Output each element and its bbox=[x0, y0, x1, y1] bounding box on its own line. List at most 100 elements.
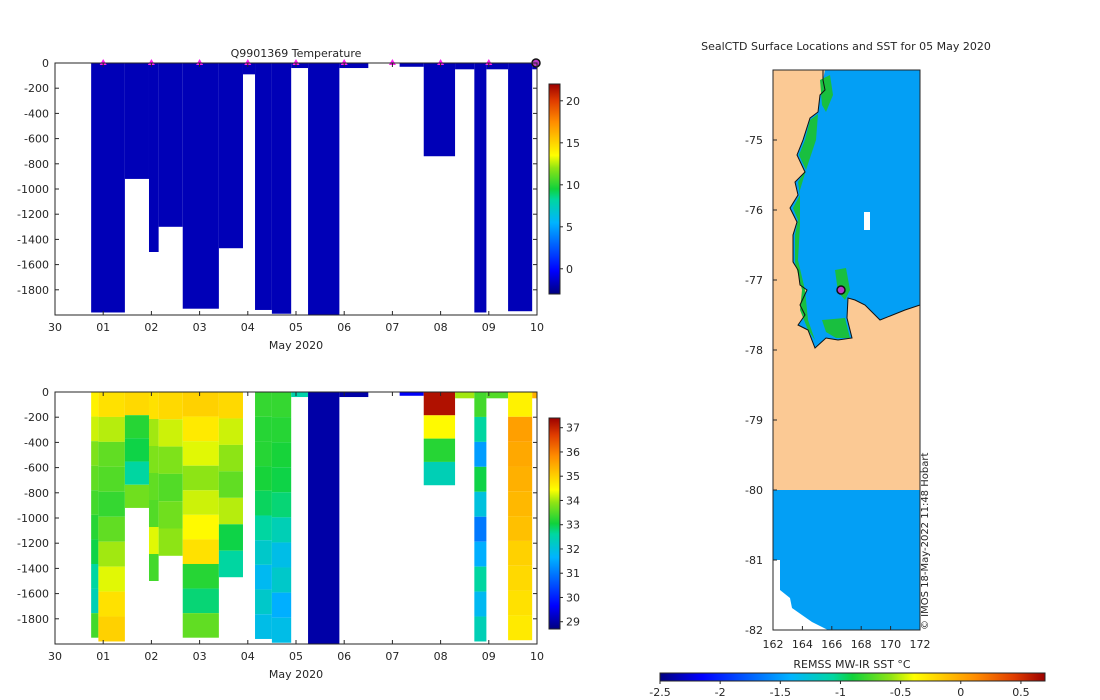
map-y-tick-label: -76 bbox=[745, 204, 763, 217]
colorbar-tick-label: 35 bbox=[566, 470, 580, 483]
profile-cell bbox=[339, 392, 369, 398]
profile-cell bbox=[218, 497, 243, 525]
x-tick-label: 07 bbox=[385, 650, 399, 663]
profile-cell bbox=[255, 490, 272, 516]
profile-cell bbox=[271, 567, 292, 593]
profile-cell bbox=[124, 438, 149, 462]
x-tick-label: 01 bbox=[96, 321, 110, 334]
profile-cell bbox=[148, 473, 159, 500]
profile-cell bbox=[98, 616, 125, 642]
profile-cell bbox=[218, 444, 243, 472]
x-tick-label: 03 bbox=[193, 650, 207, 663]
salinity-y-ticks: 0 -200 -400 -600 -800 -1000 -1200 -1400 -1600 -18… bbox=[17, 386, 537, 626]
y-tick-label: -400 bbox=[24, 436, 49, 449]
map-x-tick-label: 170 bbox=[880, 638, 901, 651]
temperature-title: Q9901369 Temperature bbox=[231, 47, 362, 60]
land-south-notch bbox=[773, 560, 828, 630]
colorbar-tick-label: 37 bbox=[566, 422, 580, 435]
temperature-y-ticks: 0 -200 -400 -600 -800 -1000 -1200 -1400 -1600 -18… bbox=[17, 57, 537, 297]
profile-column bbox=[423, 63, 456, 157]
profile-column bbox=[242, 63, 256, 75]
profile-cell bbox=[182, 563, 219, 589]
map-x-tick-label: 166 bbox=[821, 638, 842, 651]
sst-colorbar-label: REMSS MW-IR SST °C bbox=[793, 658, 911, 671]
profile-cell bbox=[98, 591, 125, 617]
profile-cell bbox=[91, 613, 99, 638]
profile-cell bbox=[91, 539, 99, 564]
profile-cell bbox=[271, 467, 292, 493]
profile-cell bbox=[474, 441, 487, 467]
profile-cell bbox=[474, 516, 487, 542]
profile-cell bbox=[271, 617, 292, 643]
profile-cell bbox=[255, 540, 272, 565]
x-tick-label: 10 bbox=[530, 321, 544, 334]
y-tick-label: -200 bbox=[24, 82, 49, 95]
temperature-panel: Q9901369 Temperature 30 01 02 03 04 05 06 07 08 0… bbox=[17, 47, 580, 352]
profile-cell bbox=[271, 492, 292, 518]
x-tick-label: 04 bbox=[241, 321, 255, 334]
profile-cell bbox=[255, 614, 272, 639]
profile-cell bbox=[474, 466, 487, 492]
profile-cell bbox=[98, 466, 125, 492]
map-y-tick-label: -78 bbox=[745, 344, 763, 357]
x-tick-label: 06 bbox=[337, 321, 351, 334]
profile-column bbox=[218, 63, 243, 249]
profile-cell bbox=[508, 441, 533, 467]
sst-map-title: SealCTD Surface Locations and SST for 05… bbox=[701, 40, 991, 53]
profile-cell bbox=[91, 392, 99, 417]
salinity-x-ticks: 30 01 02 03 04 05 06 07 08 09 10 bbox=[48, 392, 544, 663]
x-tick-label: 03 bbox=[193, 321, 207, 334]
profile-column bbox=[455, 63, 475, 70]
profile-cell bbox=[158, 446, 183, 474]
x-tick-label: 02 bbox=[144, 321, 158, 334]
y-tick-label: -1000 bbox=[17, 512, 49, 525]
salinity-panel: 30 01 02 03 04 05 06 07 08 09 10 0 -200 -400 -600 -800… bbox=[17, 386, 580, 681]
y-tick-label: -400 bbox=[24, 107, 49, 120]
profile-cell bbox=[182, 465, 219, 491]
profile-cell bbox=[182, 392, 219, 417]
profile-column bbox=[271, 63, 292, 314]
credit-text: © IMOS 18-May-2022 11:48 Hobart bbox=[920, 453, 931, 630]
map-y-tick-label: -75 bbox=[745, 134, 763, 147]
profile-cell bbox=[91, 514, 99, 540]
profile-cell bbox=[474, 566, 487, 592]
map-x-tick-label: 172 bbox=[910, 638, 931, 651]
y-tick-label: -600 bbox=[24, 462, 49, 475]
temperature-colorbar-ticks: 0 5 10 15 20 bbox=[560, 95, 580, 276]
sst-map-panel: SealCTD Surface Locations and SST for 05… bbox=[649, 40, 1046, 699]
salinity-colorbar bbox=[548, 417, 561, 630]
profile-cell bbox=[91, 490, 99, 515]
profile-cell bbox=[423, 415, 456, 439]
profile-cell bbox=[508, 491, 533, 517]
profile-cell bbox=[182, 613, 219, 638]
sst-colorbar-tick-label: -0.5 bbox=[890, 686, 911, 699]
colorbar-tick-label: 32 bbox=[566, 543, 580, 556]
colorbar-tick-label: 29 bbox=[566, 616, 580, 629]
profile-cell bbox=[158, 392, 183, 420]
map-x-tick-label: 164 bbox=[792, 638, 813, 651]
ocean-south bbox=[773, 490, 920, 630]
profile-cell bbox=[271, 417, 292, 443]
profile-cell bbox=[308, 392, 340, 644]
profile-cell bbox=[508, 516, 533, 541]
colorbar-tick-label: 34 bbox=[566, 494, 580, 507]
profile-cell bbox=[508, 590, 533, 616]
profile-cell bbox=[182, 441, 219, 466]
profile-cell bbox=[486, 392, 509, 399]
profile-column bbox=[255, 63, 272, 310]
map-y-tick-label: -77 bbox=[745, 274, 763, 287]
x-tick-label: 30 bbox=[48, 650, 62, 663]
profile-cell bbox=[271, 592, 292, 618]
y-tick-label: 0 bbox=[42, 386, 49, 399]
y-tick-label: -800 bbox=[24, 158, 49, 171]
profile-cell bbox=[271, 517, 292, 543]
profile-cell bbox=[124, 484, 149, 508]
sst-map-x-ticks: 162 164 166 168 170 172 bbox=[763, 626, 931, 651]
profile-cell bbox=[218, 471, 243, 498]
colorbar-tick-label: 5 bbox=[566, 221, 573, 234]
shelf-break-land bbox=[773, 430, 920, 490]
y-tick-label: -1200 bbox=[17, 208, 49, 221]
colorbar-tick-label: 36 bbox=[566, 446, 580, 459]
profile-column bbox=[182, 63, 219, 309]
x-tick-label: 08 bbox=[434, 321, 448, 334]
